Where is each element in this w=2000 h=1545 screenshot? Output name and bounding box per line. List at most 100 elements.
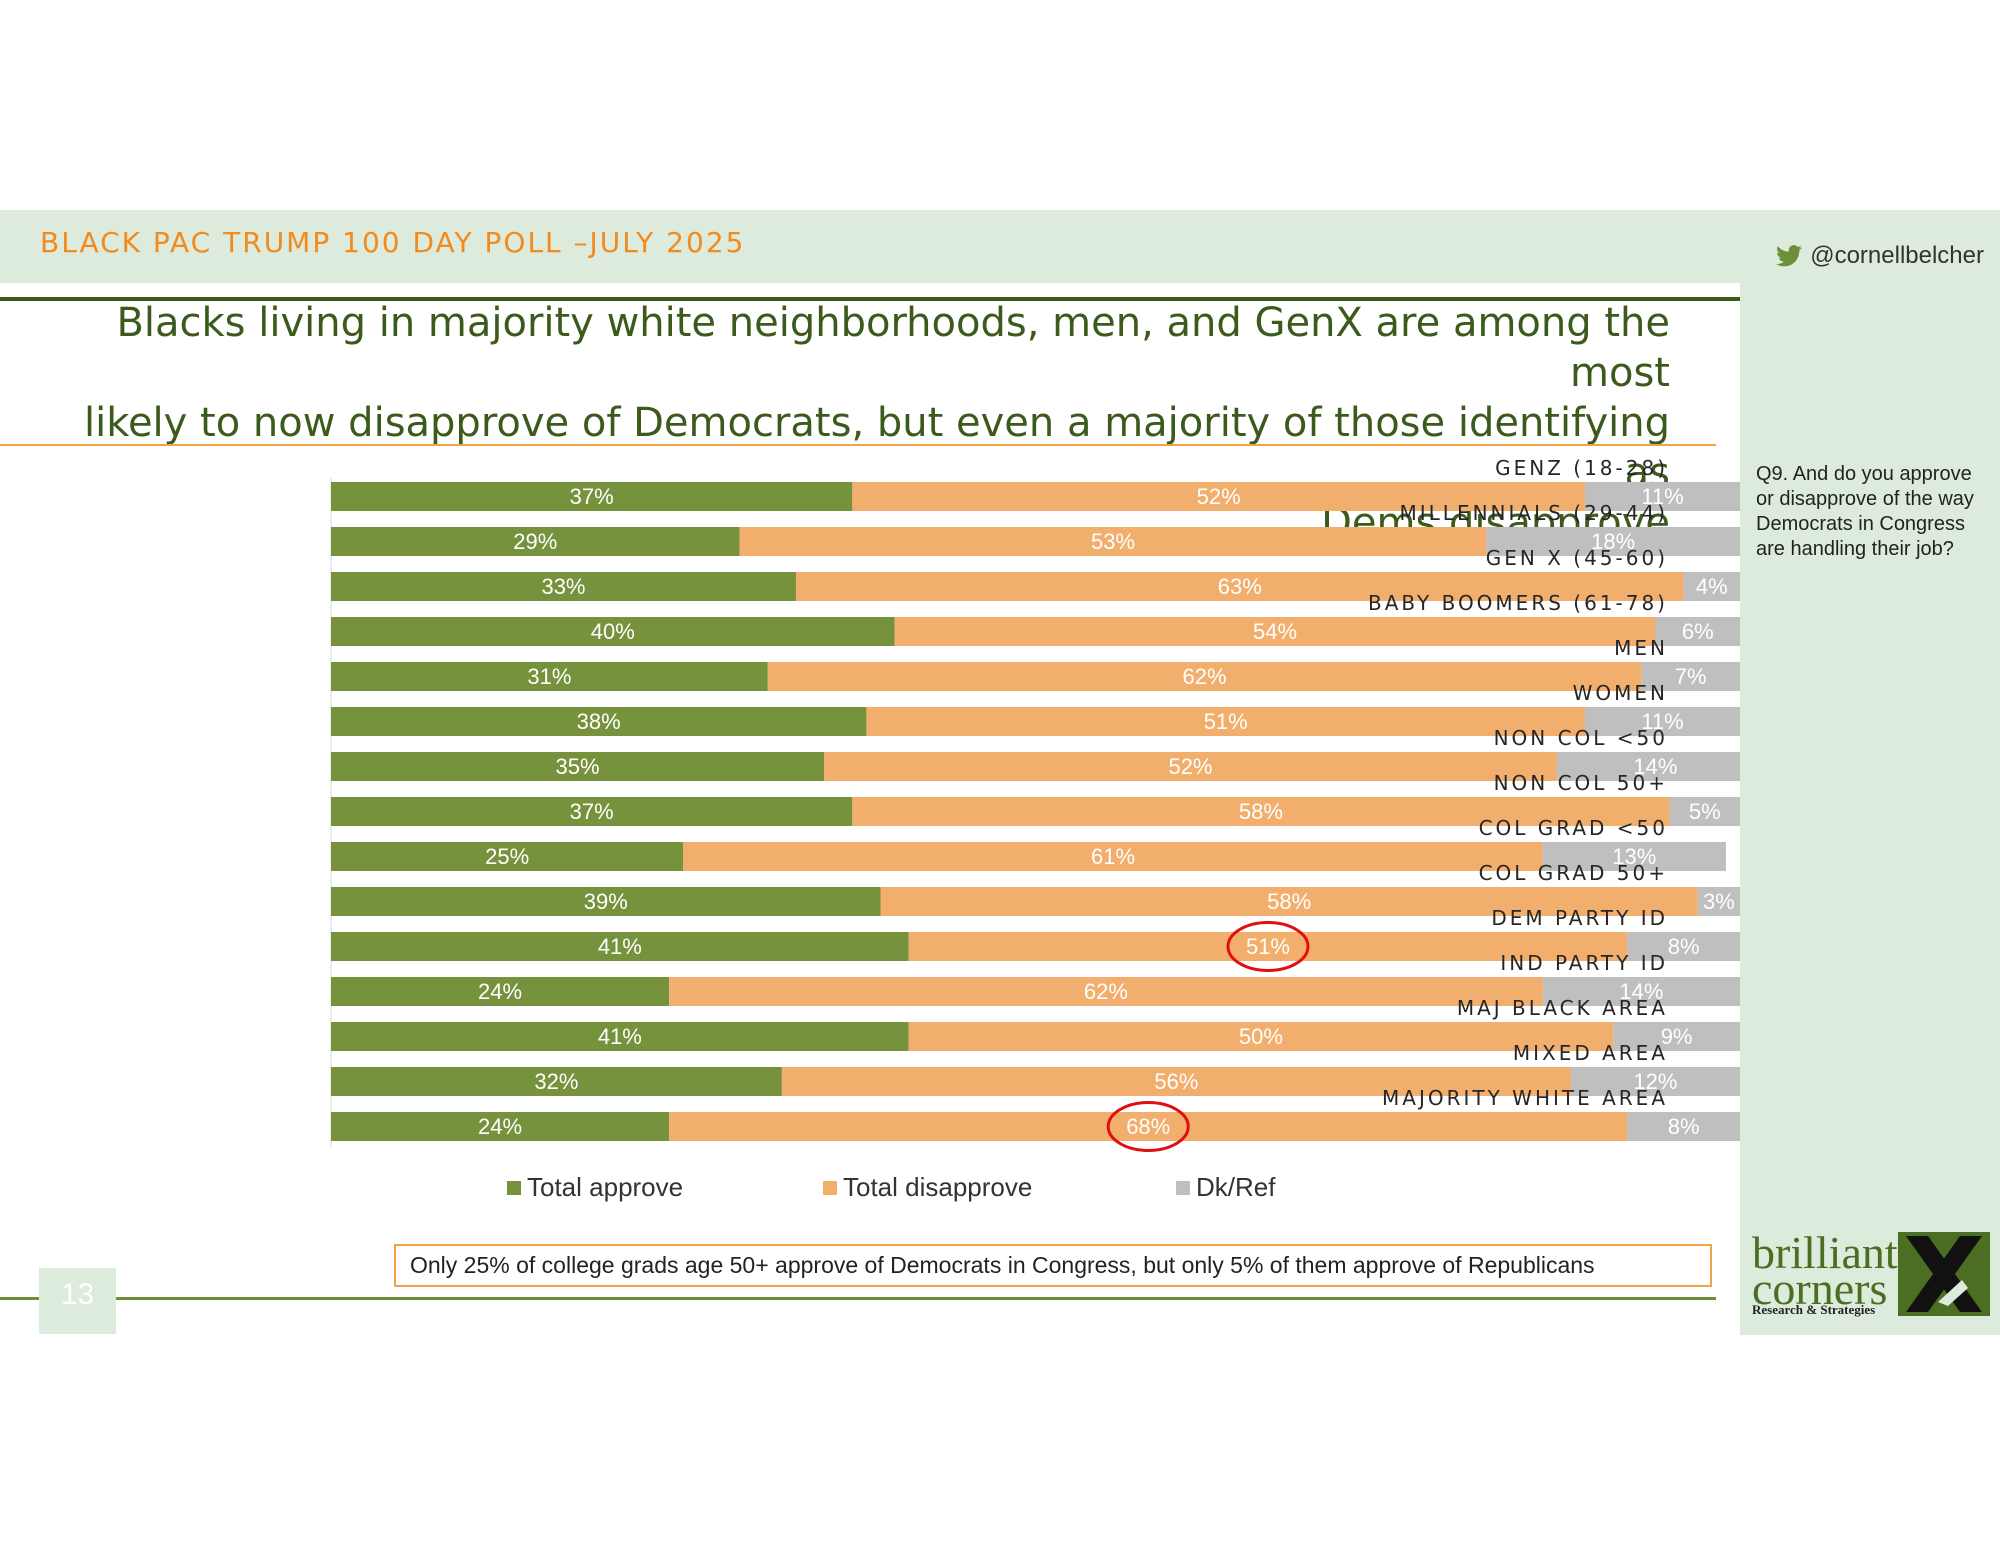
bar-total-disapprove-maj-black-area <box>908 1022 1614 1051</box>
headline: Blacks living in majority white neighbor… <box>80 298 1670 548</box>
stacked-bar-chart: 37% 52% 11% GENZ (18-28) 29% 53% 18% MILLENNIAL… <box>330 456 1740 1152</box>
data-label-dk-ref-women: 11% <box>1641 709 1683 734</box>
category-label-non-col-50: NON COL 50+ <box>1494 771 1668 795</box>
data-label-total-approve-non-col-50: 37% <box>570 799 614 824</box>
bar-total-approve-majority-white-area <box>331 1112 670 1141</box>
bar-dk-ref-millennials-29-44 <box>1486 527 1740 556</box>
bar-dk-ref-dem-party-id <box>1627 932 1740 961</box>
poll-title: BLACK PAC TRUMP 100 DAY POLL –JULY 2025 <box>40 226 746 259</box>
data-label-dk-ref-col-grad-50: 3% <box>1703 889 1735 914</box>
bar-total-disapprove-col-grad-50 <box>880 887 1698 916</box>
logo-line-3: Research & Strategies <box>1752 1302 1876 1317</box>
bar-total-approve-maj-black-area <box>331 1022 909 1051</box>
data-label-total-approve-men: 31% <box>527 664 571 689</box>
bar-dk-ref-gen-x-45-60 <box>1683 572 1740 601</box>
category-label-gen-x-45-60: GEN X (45-60) <box>1486 546 1668 570</box>
data-label-total-approve-maj-black-area: 41% <box>598 1024 642 1049</box>
data-label-total-approve-non-col-50: 35% <box>556 754 600 779</box>
bar-total-disapprove-mixed-area <box>781 1067 1571 1096</box>
category-label-col-grad-50: COL GRAD 50+ <box>1479 861 1668 885</box>
bar-total-approve-genz-18-28 <box>331 482 853 511</box>
logo-line-2: corners <box>1752 1263 1888 1314</box>
bar-total-approve-mixed-area <box>331 1067 782 1096</box>
bar-dk-ref-baby-boomers-61-78 <box>1655 617 1740 646</box>
legend-swatch-approve <box>507 1180 521 1195</box>
bar-dk-ref-non-col-50 <box>1556 752 1740 781</box>
data-label-total-disapprove-non-col-50: 58% <box>1239 799 1283 824</box>
data-label-dk-ref-millennials-29-44: 18% <box>1591 529 1635 554</box>
brilliant-corners-logo: brilliant corners Research & Strategies <box>1750 1227 1990 1328</box>
callout-box: Only 25% of college grads age 50+ approv… <box>394 1244 1712 1287</box>
category-label-col-grad-50: COL GRAD <50 <box>1479 816 1668 840</box>
data-label-total-disapprove-col-grad-50: 61% <box>1091 844 1135 869</box>
category-label-genz-18-28: GENZ (18-28) <box>1495 456 1668 480</box>
bar-total-approve-col-grad-50 <box>331 887 881 916</box>
data-label-total-approve-col-grad-50: 25% <box>485 844 529 869</box>
category-label-dem-party-id: DEM PARTY ID <box>1491 906 1668 930</box>
bar-total-disapprove-genz-18-28 <box>852 482 1586 511</box>
header-band <box>0 210 2000 283</box>
data-label-total-disapprove-col-grad-50: 58% <box>1267 889 1311 914</box>
data-label-total-approve-ind-party-id: 24% <box>478 979 522 1004</box>
bar-total-disapprove-women <box>866 707 1586 736</box>
category-label-millennials-29-44: MILLENNIALS (29-44) <box>1400 501 1669 525</box>
twitter-handle[interactable]: @cornellbelcher <box>1776 242 1984 270</box>
logo-x-icon <box>1898 1232 1990 1316</box>
data-label-dk-ref-mixed-area: 12% <box>1633 1069 1677 1094</box>
bar-total-approve-gen-x-45-60 <box>331 572 796 601</box>
side-panel <box>1740 283 2000 1335</box>
data-label-total-disapprove-genz-18-28: 52% <box>1197 484 1241 509</box>
bar-total-disapprove-ind-party-id <box>669 977 1543 1006</box>
headline-line-2: likely to now disapprove of Democrats, b… <box>83 400 1670 496</box>
bar-dk-ref-genz-18-28 <box>1585 482 1740 511</box>
data-label-total-approve-majority-white-area: 24% <box>478 1114 522 1139</box>
bar-total-disapprove-non-col-50 <box>824 752 1557 781</box>
data-label-total-approve-dem-party-id: 41% <box>598 934 642 959</box>
bar-total-disapprove-millennials-29-44 <box>739 527 1487 556</box>
bar-total-disapprove-majority-white-area <box>669 1112 1628 1141</box>
data-label-total-disapprove-majority-white-area: 68% <box>1126 1114 1170 1139</box>
category-label-maj-black-area: MAJ BLACK AREA <box>1457 996 1668 1020</box>
legend-swatch-disapprove <box>823 1180 837 1195</box>
data-label-total-disapprove-ind-party-id: 62% <box>1084 979 1128 1004</box>
data-label-total-disapprove-dem-party-id: 51% <box>1246 934 1290 959</box>
data-label-total-disapprove-mixed-area: 56% <box>1154 1069 1198 1094</box>
data-label-dk-ref-dem-party-id: 8% <box>1668 934 1700 959</box>
data-label-total-approve-baby-boomers-61-78: 40% <box>591 619 635 644</box>
data-label-dk-ref-genz-18-28: 11% <box>1641 484 1683 509</box>
bar-total-disapprove-baby-boomers-61-78 <box>894 617 1656 646</box>
chart-legend: Total approve Total disapprove Dk/Ref <box>0 1172 1740 1212</box>
data-label-total-approve-gen-x-45-60: 33% <box>541 574 585 599</box>
category-label-ind-party-id: IND PARTY ID <box>1500 951 1668 975</box>
bar-total-disapprove-men <box>767 662 1642 691</box>
bar-total-approve-baby-boomers-61-78 <box>331 617 895 646</box>
legend-label-disapprove: Total disapprove <box>843 1172 1033 1202</box>
data-label-total-approve-millennials-29-44: 29% <box>513 529 557 554</box>
question-text: Q9. And do you approve or disapprove of … <box>1756 463 1974 560</box>
highlight-circle-dem-party-id <box>1226 921 1310 972</box>
category-label-mixed-area: MIXED AREA <box>1513 1041 1668 1065</box>
bar-dk-ref-col-grad-50 <box>1697 887 1740 916</box>
bar-total-disapprove-col-grad-50 <box>683 842 1543 871</box>
data-label-total-approve-mixed-area: 32% <box>534 1069 578 1094</box>
data-label-dk-ref-non-col-50: 5% <box>1689 799 1721 824</box>
data-label-total-approve-women: 38% <box>577 709 621 734</box>
bar-dk-ref-ind-party-id <box>1542 977 1740 1006</box>
header-rule <box>0 297 2000 301</box>
data-label-total-disapprove-gen-x-45-60: 63% <box>1218 574 1262 599</box>
category-label-majority-white-area: MAJORITY WHITE AREA <box>1382 1086 1668 1110</box>
data-label-dk-ref-maj-black-area: 9% <box>1661 1024 1693 1049</box>
data-label-dk-ref-non-col-50: 14% <box>1633 754 1677 779</box>
data-label-total-approve-genz-18-28: 37% <box>570 484 614 509</box>
legend-label-dkref: Dk/Ref <box>1196 1172 1276 1202</box>
category-label-baby-boomers-61-78: BABY BOOMERS (61-78) <box>1368 591 1668 615</box>
legend-swatch-dkref <box>1176 1180 1190 1195</box>
bar-total-approve-non-col-50 <box>331 752 825 781</box>
bar-dk-ref-women <box>1585 707 1740 736</box>
bar-total-approve-dem-party-id <box>331 932 909 961</box>
category-label-non-col-50: NON COL <50 <box>1494 726 1668 750</box>
data-label-total-disapprove-maj-black-area: 50% <box>1239 1024 1283 1049</box>
page-number-box <box>39 1268 116 1334</box>
headline-rule <box>0 444 1716 446</box>
bar-total-disapprove-dem-party-id <box>908 932 1628 961</box>
